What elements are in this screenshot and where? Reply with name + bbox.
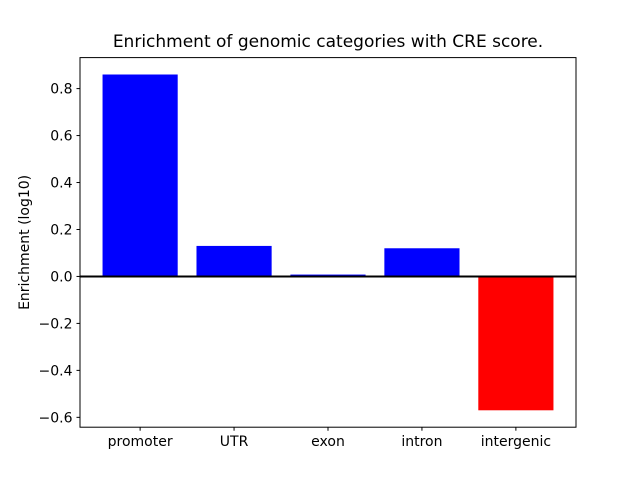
y-tick-label: 0.4: [50, 176, 72, 192]
x-tick-label-promoter: promoter: [108, 434, 173, 450]
bar-UTR: [196, 245, 272, 277]
y-tick-label: −0.6: [39, 410, 73, 426]
y-tick-label: 0.2: [50, 222, 72, 238]
chart-title: Enrichment of genomic categories with CR…: [113, 32, 543, 52]
y-axis-label: Enrichment (log10): [17, 175, 33, 310]
bar-intron: [384, 248, 460, 277]
x-tick-label-intergenic: intergenic: [481, 434, 551, 450]
y-tick-label: 0.0: [50, 269, 72, 285]
y-tick-label: −0.4: [39, 363, 73, 379]
x-tick-label-intron: intron: [401, 434, 442, 450]
x-tick-label-UTR: UTR: [220, 434, 249, 450]
y-tick-label: 0.6: [50, 129, 72, 145]
bars-group: [102, 74, 554, 411]
x-axis-ticks: promoter UTR exon intron intergenic: [108, 427, 551, 450]
y-axis-ticks: 0.8 0.6 0.4 0.2 0.0 −0.2 −0.4 −0.6: [39, 82, 80, 426]
bar-promoter: [102, 74, 178, 277]
y-tick-label: 0.8: [50, 82, 72, 98]
x-tick-label-exon: exon: [311, 434, 345, 450]
bar-intergenic: [478, 276, 554, 411]
y-tick-label: −0.2: [39, 316, 73, 332]
